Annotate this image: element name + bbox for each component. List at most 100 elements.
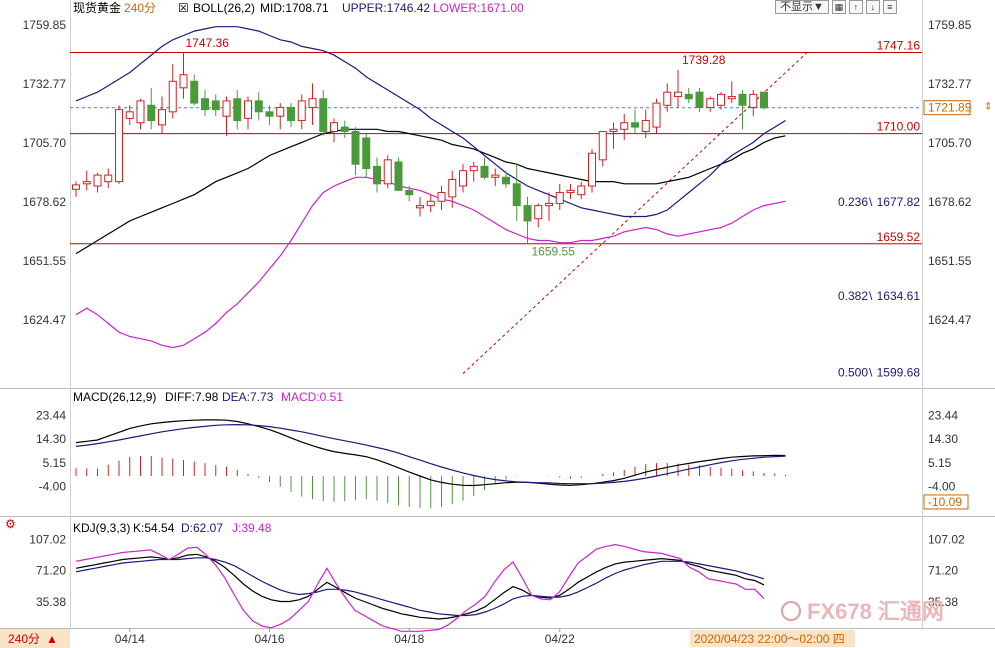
- candle-body: [469, 165, 478, 172]
- kdj-j-label: J:39.48: [232, 521, 272, 535]
- candle-body: [222, 100, 231, 117]
- watermark-logo-icon: [781, 601, 801, 621]
- candle-body: [362, 137, 371, 170]
- macd-y-tick-left-0: 23.44: [36, 409, 66, 423]
- candle-body: [684, 93, 693, 100]
- candle-body: [147, 104, 156, 122]
- boll-upper-line: [75, 26, 786, 218]
- macd-y-tick-right-1: 14.30: [928, 432, 958, 446]
- fib-ratio-2: 0.500: [838, 365, 868, 379]
- down-arrow-icon[interactable]: ↓: [865, 0, 880, 14]
- hline-label-1: 1710.00: [877, 120, 921, 134]
- kdj-k-label: K:54.54: [133, 521, 175, 535]
- annotation-low: 1659.55: [532, 245, 576, 259]
- candle-body: [545, 202, 553, 207]
- kdj-y-tick-left-1: 71.20: [36, 564, 66, 578]
- candle-body: [502, 176, 510, 185]
- candle-body: [254, 100, 263, 113]
- candle-body: [706, 98, 715, 108]
- candle-body: [749, 93, 758, 108]
- candle-body: [276, 106, 285, 117]
- fib-price-1: 1634.61: [877, 289, 921, 303]
- macd-current-tag: [923, 494, 969, 510]
- time-range-label: 2020/04/23 22:00～02:00 四: [694, 632, 845, 646]
- kdj-j-line: [75, 543, 765, 632]
- macd-value-label: MACD:0.51: [281, 390, 343, 404]
- candle-body: [512, 183, 521, 207]
- candle-body: [158, 109, 166, 126]
- fib-ratio-1: 0.382: [838, 289, 868, 303]
- candle-body: [717, 93, 725, 106]
- main-y-tick-left-3: 1678.62: [23, 195, 67, 209]
- main-y-tick-right-2: 1705.70: [928, 136, 972, 150]
- candle-body: [631, 122, 639, 128]
- boll-lower: LOWER:1671.00: [433, 1, 524, 15]
- main-y-tick-right-1: 1732.77: [928, 77, 972, 91]
- candle-body: [437, 192, 446, 202]
- candle-body: [72, 184, 80, 190]
- annotation-high: 1747.36: [186, 36, 230, 50]
- main-y-tick-left-4: 1651.55: [23, 254, 67, 268]
- candle-body: [652, 102, 661, 128]
- candle-body: [727, 96, 736, 100]
- x-date-label-1: 04/16: [254, 632, 284, 646]
- grid-icon[interactable]: ▦: [831, 0, 846, 14]
- boll-label: BOLL(26,2): [193, 1, 255, 15]
- candle-body: [480, 165, 489, 178]
- kdj-title: KDJ(9,3,3): [73, 521, 130, 535]
- candle-body: [104, 174, 113, 183]
- macd-y-tick-right-2: 5.15: [928, 456, 952, 470]
- current-price-tag: [923, 100, 971, 116]
- macd-diff-line: [75, 419, 786, 487]
- candle-body: [244, 100, 252, 119]
- boll-icon: ☒: [178, 1, 189, 15]
- candle-body: [641, 120, 650, 132]
- candle-body: [233, 98, 242, 122]
- candle-body: [265, 111, 274, 117]
- macd-y-tick-left-1: 14.30: [36, 432, 66, 446]
- candle-body: [760, 91, 768, 109]
- macd-y-tick-left-3: -4.00: [39, 479, 67, 493]
- candle-body: [340, 126, 349, 132]
- fib-sep-2: \: [869, 365, 873, 379]
- candle-body: [179, 74, 188, 89]
- period-selector-label[interactable]: 240分: [8, 632, 40, 646]
- candle-body: [426, 200, 435, 207]
- boll-upper: UPPER:1746.42: [342, 1, 430, 15]
- candle-body: [588, 152, 596, 187]
- macd-y-tick-left-2: 5.15: [43, 456, 67, 470]
- candle-body: [211, 100, 220, 111]
- kdj-d-label: D:62.07: [181, 521, 223, 535]
- list-icon[interactable]: ≡: [882, 0, 897, 14]
- candle-body: [566, 189, 575, 194]
- candle-body: [115, 109, 123, 183]
- candle-body: [373, 165, 381, 185]
- candle-body: [738, 93, 747, 106]
- kdj-settings-icon[interactable]: ⚙: [5, 517, 16, 531]
- candle-body: [663, 91, 672, 106]
- x-date-label-0: 04/14: [115, 632, 145, 646]
- up-arrow-icon[interactable]: ↑: [848, 0, 863, 14]
- macd-current-label: -10.09: [928, 495, 962, 509]
- main-y-tick-left-0: 1759.85: [23, 18, 67, 32]
- kdj-y-tick-left-2: 35.38: [36, 595, 66, 609]
- candle-body: [459, 170, 467, 187]
- hline-label-0: 1747.16: [877, 39, 921, 53]
- time-range-box: [690, 630, 855, 647]
- kdj-y-tick-right-2: 35.38: [928, 595, 958, 609]
- candle-body: [405, 189, 414, 196]
- kdj-y-tick-right-0: 107.02: [928, 532, 965, 546]
- period-selector[interactable]: [0, 629, 70, 648]
- fib-sep-0: \: [869, 195, 873, 209]
- macd-diff-label: DIFF:7.98: [165, 390, 219, 404]
- candle-body: [598, 130, 607, 161]
- main-y-tick-left-5: 1624.47: [23, 313, 67, 327]
- candle-body: [287, 106, 295, 122]
- hide-dropdown-button[interactable]: 不显示▼: [775, 0, 829, 14]
- period-caret-icon[interactable]: ▲: [46, 632, 58, 646]
- candle-body: [297, 100, 306, 122]
- candle-body: [577, 185, 586, 196]
- macd-dea-line: [75, 423, 786, 485]
- candle-body: [190, 80, 199, 104]
